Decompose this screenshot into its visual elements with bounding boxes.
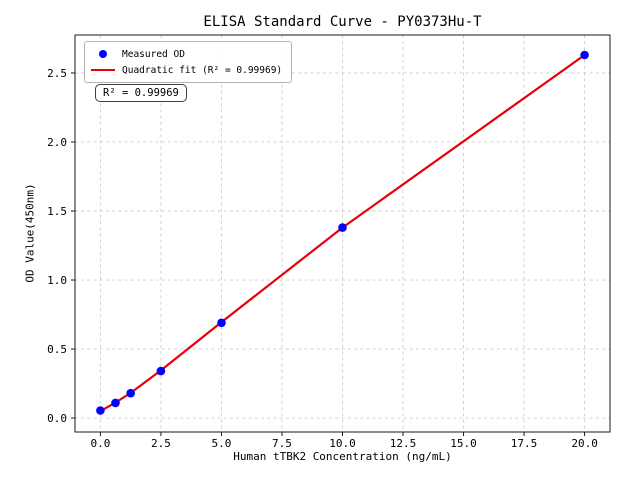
data-point [96, 406, 105, 415]
x-tick-label: 2.5 [151, 437, 171, 450]
data-point [111, 398, 120, 408]
legend-item-measured-od: Measured OD [89, 46, 282, 62]
legend: Measured OD Quadratic fit (R² = 0.99969) [84, 41, 293, 83]
x-tick-label: 20.0 [571, 437, 598, 450]
scatter-marker-icon [98, 50, 107, 58]
data-point [338, 223, 347, 232]
legend-item-quadratic-fit: Quadratic fit (R² = 0.99969) [89, 62, 282, 78]
x-tick-label: 10.0 [329, 437, 356, 450]
x-tick-label: 17.5 [511, 437, 538, 450]
line-marker-icon [90, 68, 115, 72]
y-tick-label: 0.0 [47, 412, 67, 425]
x-axis-title: Human tTBK2 Concentration (ng/mL) [233, 450, 452, 463]
legend-label: Quadratic fit (R² = 0.99969) [122, 64, 283, 76]
y-tick-label: 0.5 [47, 343, 67, 356]
x-tick-label: 7.5 [272, 437, 292, 450]
y-tick-label: 2.0 [47, 136, 67, 149]
y-tick-label: 1.0 [47, 274, 67, 287]
data-point [156, 366, 166, 376]
x-tick-label: 12.5 [390, 437, 417, 450]
data-point [580, 50, 589, 60]
x-tick-label: 15.0 [450, 437, 477, 450]
x-tick-label: 5.0 [212, 437, 232, 450]
data-point [217, 318, 226, 328]
y-tick-label: 1.5 [47, 205, 67, 218]
x-tick-label: 0.0 [90, 437, 110, 450]
data-point [126, 388, 135, 398]
y-tick-label: 2.5 [47, 67, 67, 80]
legend-label: Measured OD [122, 48, 185, 60]
y-axis-title: OD Value(450nm) [23, 183, 37, 283]
r-squared-annotation: R² = 0.99969 [95, 84, 187, 102]
chart-title: ELISA Standard Curve - PY0373Hu-T [203, 14, 482, 30]
